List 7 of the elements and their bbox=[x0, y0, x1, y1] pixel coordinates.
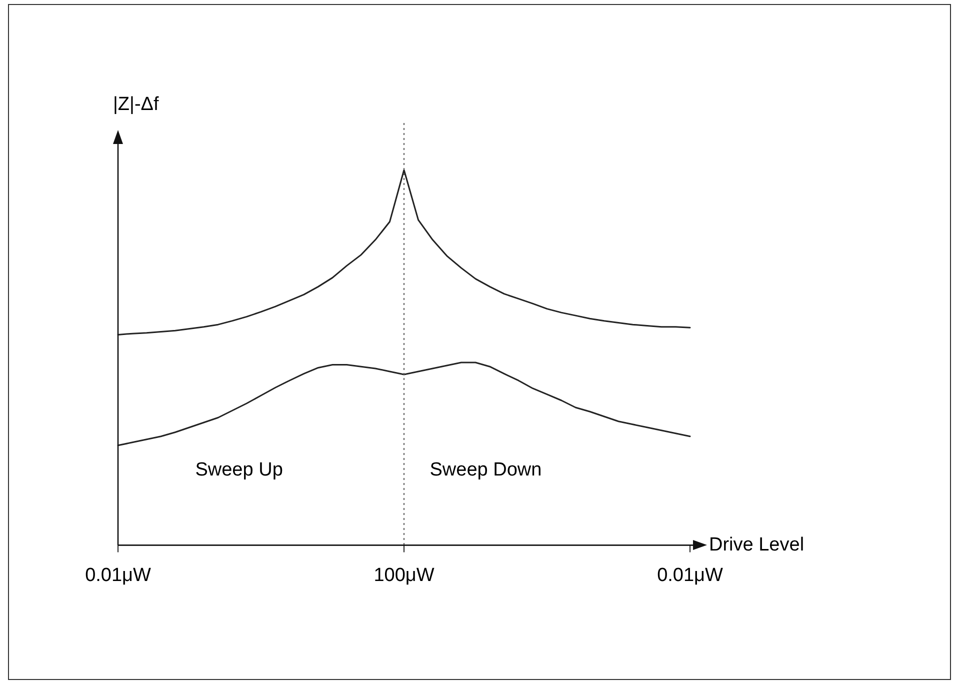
annotation: Sweep Up bbox=[195, 459, 283, 480]
annotation: Sweep Down bbox=[430, 459, 542, 480]
x-tick-label: 100μW bbox=[374, 564, 434, 586]
x-axis-title: Drive Level bbox=[709, 534, 804, 556]
x-tick-label: 0.01μW bbox=[85, 564, 151, 586]
y-axis-title: |Z|-Δf bbox=[113, 94, 160, 115]
x-tick-label: 0.01μW bbox=[657, 564, 723, 586]
